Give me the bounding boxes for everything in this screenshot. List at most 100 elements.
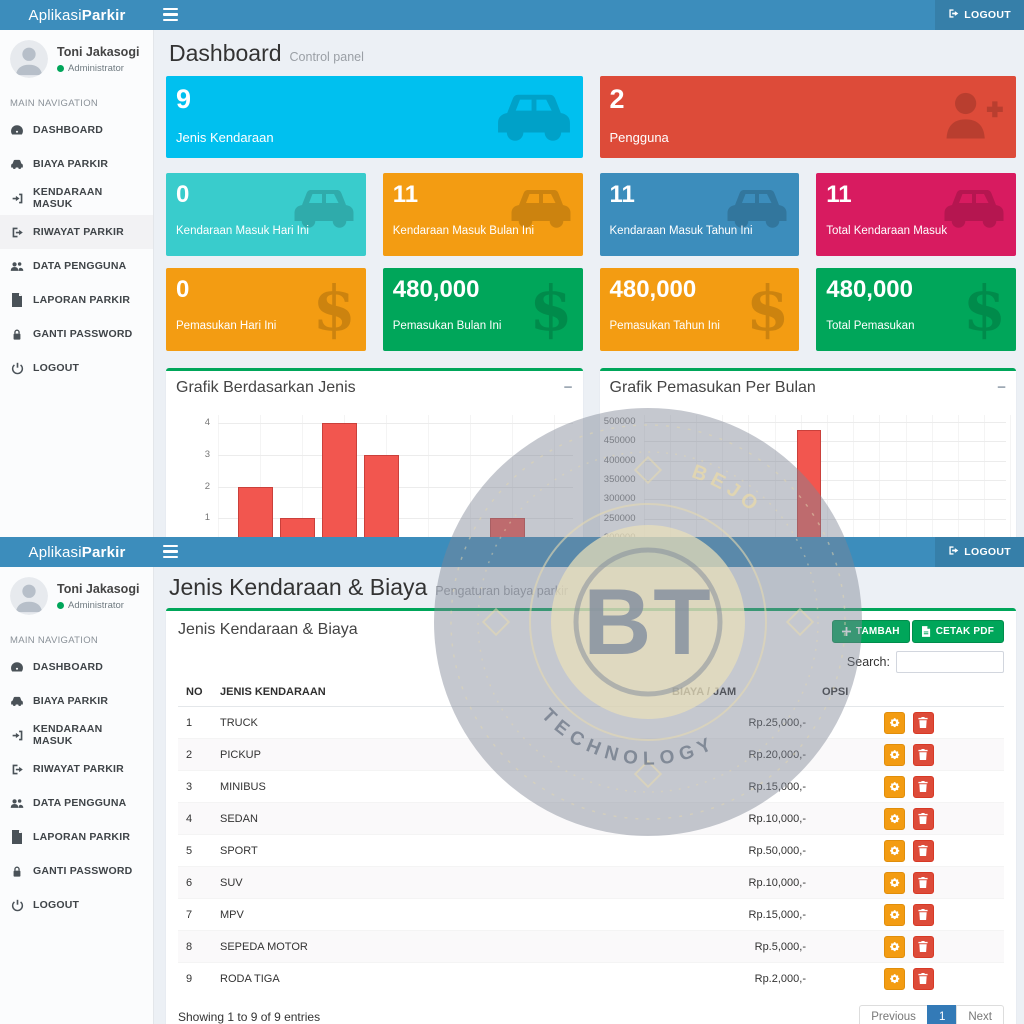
pagination-next[interactable]: Next xyxy=(956,1004,1004,1024)
column-header-biaya[interactable]: BIAYA / JAM xyxy=(664,681,814,707)
delete-button[interactable] xyxy=(912,775,934,798)
print-pdf-button[interactable]: CETAK PDF xyxy=(911,620,1004,643)
edit-button[interactable] xyxy=(884,775,906,798)
sidebar-item-biaya-parkir[interactable]: BIAYA PARKIR xyxy=(0,684,153,718)
column-header-jenis[interactable]: JENIS KENDARAAN xyxy=(212,681,664,707)
sidebar-item-label: BIAYA PARKIR xyxy=(33,695,109,707)
pagination-previous[interactable]: Previous xyxy=(859,1004,928,1024)
sidebar-item-ganti-password[interactable]: GANTI PASSWORD xyxy=(0,317,153,351)
gear-icon xyxy=(890,846,900,856)
add-button[interactable]: TAMBAH xyxy=(831,620,910,643)
screen-vehicle-types: Aplikasi Parkir LOGOUT Toni Jakasogi Admi… xyxy=(0,537,1024,1024)
edit-button[interactable] xyxy=(884,711,906,734)
vertical-gridline xyxy=(931,415,933,537)
info-box-row-2: 0 Kendaraan Masuk Hari Ini 11 Kendaraan Ma… xyxy=(166,173,1016,256)
delete-button[interactable] xyxy=(912,935,934,958)
delete-button[interactable] xyxy=(912,839,934,862)
table-row: 5 SPORT Rp.50,000,- xyxy=(178,834,1004,867)
info-box-row-3: 0 Pemasukan Hari Ini $ 480,000 Pemasukan B… xyxy=(166,268,1016,351)
sidebar-toggle-icon[interactable] xyxy=(163,8,178,21)
search-input[interactable] xyxy=(896,651,1004,673)
sidebar-item-ganti-password[interactable]: GANTI PASSWORD xyxy=(0,854,153,888)
gear-icon xyxy=(890,974,900,984)
sidebar-item-dashboard[interactable]: DASHBOARD xyxy=(0,650,153,684)
info-box-pemasukan-hari: 0 Pemasukan Hari Ini $ xyxy=(166,268,366,351)
trash-icon xyxy=(918,781,928,792)
cell-jenis-kendaraan: MINIBUS xyxy=(212,770,664,803)
horizontal-gridline xyxy=(643,422,1006,423)
trash-icon xyxy=(918,749,928,760)
info-box-masuk-hari: 0 Kendaraan Masuk Hari Ini xyxy=(166,173,366,256)
sidebar-item-data-pengguna[interactable]: DATA PENGGUNA xyxy=(0,786,153,820)
sidebar-item-label: RIWAYAT PARKIR xyxy=(33,763,124,775)
edit-button[interactable] xyxy=(884,871,906,894)
column-header-opsi[interactable]: OPSI xyxy=(814,681,1004,707)
main-content: Dashboard Control panel 9 Jenis Kendaraan … xyxy=(154,30,1024,537)
app-logo[interactable]: Aplikasi Parkir xyxy=(0,537,154,567)
info-box-value: 11 xyxy=(392,181,419,208)
page-header: Dashboard Control panel xyxy=(154,30,1024,76)
users-icon xyxy=(10,796,24,810)
sidebar-item-label: LOGOUT xyxy=(33,899,80,911)
info-box-jenis-kendaraan: 9 Jenis Kendaraan xyxy=(166,76,583,158)
cell-jenis-kendaraan: SPORT xyxy=(212,834,664,867)
edit-button[interactable] xyxy=(884,839,906,862)
sidebar-item-label: GANTI PASSWORD xyxy=(33,865,133,877)
gear-icon xyxy=(890,878,900,888)
edit-button[interactable] xyxy=(884,967,906,990)
vertical-gridline xyxy=(984,415,986,537)
collapse-minus-icon[interactable]: − xyxy=(997,379,1006,396)
sidebar-toggle-icon[interactable] xyxy=(163,545,178,558)
page-subtitle: Pengaturan biaya parkir xyxy=(435,584,569,598)
vertical-gridline xyxy=(218,415,219,537)
delete-button[interactable] xyxy=(912,967,934,990)
car-icon xyxy=(10,694,24,708)
logout-button[interactable]: LOGOUT xyxy=(935,537,1024,567)
sidebar-item-biaya-parkir[interactable]: BIAYA PARKIR xyxy=(0,147,153,181)
vehicle-table: NO JENIS KENDARAAN BIAYA / JAM OPSI 1 TR… xyxy=(178,681,1004,995)
delete-button[interactable] xyxy=(912,743,934,766)
chart-title: Grafik Pemasukan Per Bulan xyxy=(609,379,816,396)
delete-button[interactable] xyxy=(912,903,934,926)
table-toolbar: Search: xyxy=(166,643,1016,681)
app-logo[interactable]: Aplikasi Parkir xyxy=(0,0,154,30)
sidebar-item-laporan-parkir[interactable]: LAPORAN PARKIR xyxy=(0,283,153,317)
info-box-value: 0 xyxy=(176,181,190,208)
chart-box-header: Grafik Berdasarkan Jenis − xyxy=(166,371,583,401)
edit-button[interactable] xyxy=(884,935,906,958)
chart-bar xyxy=(322,423,357,537)
sidebar-item-logout[interactable]: LOGOUT xyxy=(0,351,153,385)
sidebar-item-dashboard[interactable]: DASHBOARD xyxy=(0,113,153,147)
column-header-no[interactable]: NO xyxy=(178,681,212,707)
logout-button[interactable]: LOGOUT xyxy=(935,0,1024,30)
sign-in-icon xyxy=(10,191,24,205)
delete-button[interactable] xyxy=(912,871,934,894)
sidebar-item-riwayat-parkir[interactable]: RIWAYAT PARKIR xyxy=(0,215,153,249)
sidebar-item-riwayat-parkir[interactable]: RIWAYAT PARKIR xyxy=(0,752,153,786)
user-plus-icon xyxy=(938,84,1006,147)
delete-button[interactable] xyxy=(912,807,934,830)
info-box-pengguna: 2 Pengguna xyxy=(599,76,1016,158)
sidebar-item-label: LAPORAN PARKIR xyxy=(33,294,131,306)
sidebar-item-logout[interactable]: LOGOUT xyxy=(0,888,153,922)
vertical-gridline xyxy=(853,415,855,537)
delete-button[interactable] xyxy=(912,711,934,734)
sidebar-item-laporan-parkir[interactable]: LAPORAN PARKIR xyxy=(0,820,153,854)
avatar xyxy=(10,577,48,615)
cell-opsi xyxy=(814,866,1004,899)
edit-button[interactable] xyxy=(884,807,906,830)
sidebar-item-kendaraan-masuk[interactable]: KENDARAAN MASUK xyxy=(0,181,153,215)
edit-button[interactable] xyxy=(884,743,906,766)
collapse-minus-icon[interactable]: − xyxy=(563,379,573,396)
vehicle-table-box: Jenis Kendaraan & Biaya TAMBAH CETAK PDF… xyxy=(166,608,1016,1024)
info-box-masuk-tahun: 11 Kendaraan Masuk Tahun Ini xyxy=(599,173,800,256)
sidebar-item-kendaraan-masuk[interactable]: KENDARAAN MASUK xyxy=(0,718,153,752)
page-title: Jenis Kendaraan & Biaya xyxy=(169,574,428,600)
info-box-label: Pemasukan Bulan Ini xyxy=(392,320,502,332)
pagination-page-1[interactable]: 1 xyxy=(926,1004,958,1024)
vertical-gridline xyxy=(1010,415,1012,537)
sidebar-item-data-pengguna[interactable]: DATA PENGGUNA xyxy=(0,249,153,283)
edit-button[interactable] xyxy=(884,903,906,926)
sign-out-icon xyxy=(10,762,24,776)
